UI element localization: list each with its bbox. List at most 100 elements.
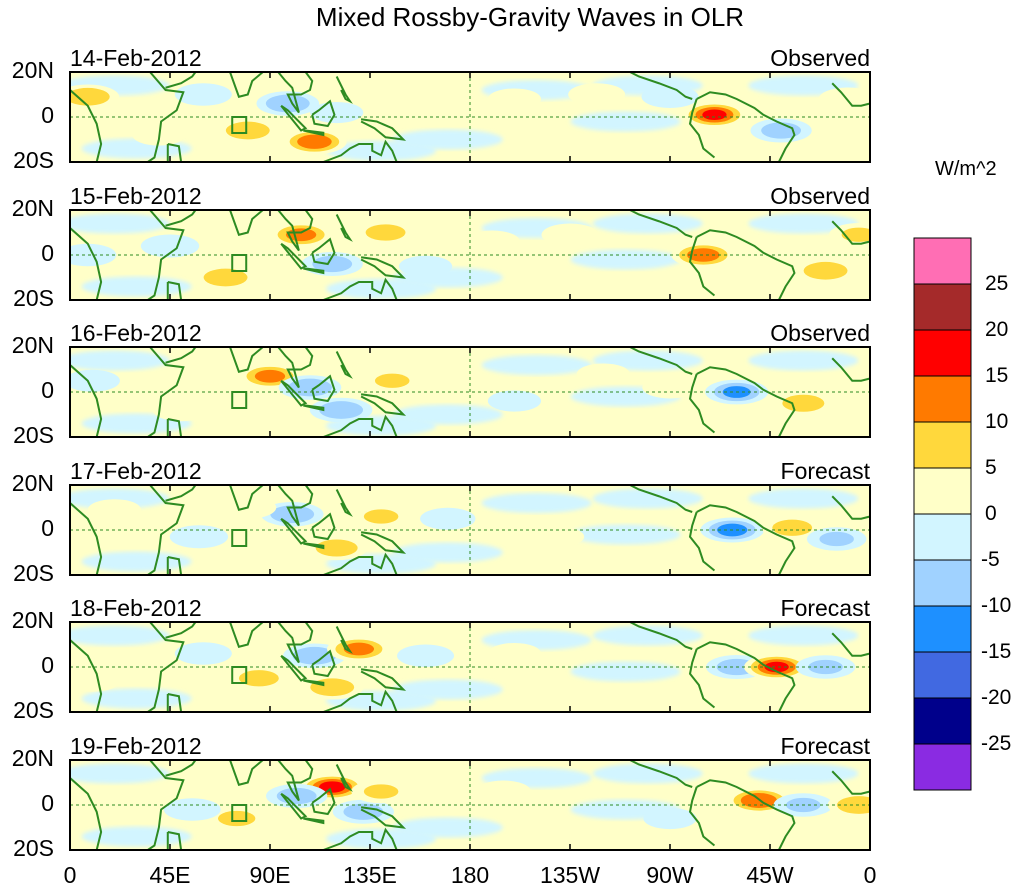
- panel-date: 17-Feb-2012: [70, 457, 202, 484]
- longitude-label: 180: [450, 862, 490, 888]
- coastline: [335, 626, 353, 654]
- panel-status: Forecast: [780, 732, 870, 759]
- anomaly-contour: [764, 661, 789, 673]
- coastline: [311, 649, 336, 678]
- colorbar-swatch: [913, 743, 972, 791]
- colorbar-tick-label: 15: [985, 364, 1009, 387]
- anomaly-contour: [297, 134, 332, 149]
- coastline: [322, 414, 398, 438]
- colorbar-swatch: [913, 559, 972, 607]
- anomaly-contour: [808, 659, 843, 675]
- background-anomaly-band: [748, 625, 859, 646]
- olr-anomaly-map: [69, 346, 871, 438]
- coastline: [147, 760, 185, 851]
- coastline: [277, 623, 314, 664]
- coastline: [280, 792, 308, 820]
- anomaly-contour: [71, 87, 110, 106]
- coastline: [688, 236, 716, 296]
- anomaly-contour: [71, 369, 120, 392]
- coastline: [335, 351, 353, 379]
- anomaly-contour: [363, 508, 399, 524]
- coastline: [277, 210, 314, 251]
- anomaly-contour: [312, 255, 353, 272]
- coastline: [303, 817, 325, 824]
- coastline: [280, 379, 308, 407]
- coastline: [280, 654, 308, 682]
- colorbar-swatch: [913, 329, 972, 377]
- coastline: [311, 787, 336, 815]
- colorbar-swatch: [913, 605, 972, 653]
- coastline: [311, 237, 336, 265]
- colorbar-swatch: [913, 467, 972, 515]
- coastline: [688, 511, 716, 571]
- map-panel: 15-Feb-2012 Observed 20N 0 20S: [0, 183, 1021, 323]
- coastline: [147, 73, 185, 163]
- latitude-label: 20S: [13, 147, 54, 173]
- coastline: [360, 393, 407, 416]
- colorbar-tick-label: 25: [985, 272, 1009, 295]
- coastline: [322, 139, 398, 163]
- longitude-label: 0: [63, 862, 77, 888]
- background-anomaly-band: [71, 213, 170, 233]
- coastline: [71, 639, 103, 713]
- map-panel: 19-Feb-2012 Forecast 20N 0 20S: [0, 732, 1021, 873]
- coastline: [165, 485, 197, 502]
- coastline: [831, 770, 871, 795]
- coastline: [303, 129, 325, 137]
- background-anomaly-band: [81, 826, 192, 846]
- anomaly-contour: [398, 255, 453, 277]
- coastline: [696, 91, 796, 163]
- coastline: [629, 348, 693, 375]
- anomaly-contour: [225, 121, 270, 140]
- longitude-label: 135W: [539, 862, 601, 888]
- coastline: [360, 805, 407, 829]
- coastline: [335, 763, 353, 792]
- latitude-label: 0: [41, 789, 54, 816]
- coastline: [165, 210, 197, 227]
- anomaly-contour: [169, 524, 229, 548]
- coastline: [71, 364, 103, 438]
- anomaly-contour: [203, 268, 248, 286]
- anomaly-contour: [642, 376, 698, 399]
- anomaly-contour: [174, 642, 232, 665]
- anomaly-contour: [487, 642, 542, 665]
- coastline: [280, 242, 308, 270]
- chart-title: Mixed Rossby-Gravity Waves in OLR: [315, 2, 745, 32]
- coastline: [165, 73, 197, 89]
- olr-anomaly-map: [69, 621, 871, 713]
- latitude-label: 0: [41, 239, 54, 266]
- coastline: [229, 623, 264, 648]
- anomaly-contour: [397, 644, 455, 667]
- coastline: [147, 623, 185, 713]
- colorbar-swatch: [913, 283, 972, 331]
- colorbar-tick-label: -5: [981, 548, 1000, 571]
- anomaly-contour: [761, 122, 802, 139]
- anomaly-contour: [772, 519, 813, 536]
- anomaly-contour: [641, 85, 699, 108]
- olr-anomaly-map: [69, 483, 871, 576]
- anomaly-contour: [292, 646, 337, 665]
- background-anomaly-band: [81, 276, 192, 296]
- anomaly-contour: [819, 531, 854, 546]
- background-anomaly-band: [748, 488, 859, 508]
- anomaly-contour: [71, 669, 121, 692]
- latitude-label: 0: [41, 102, 54, 128]
- background-anomaly-band: [71, 350, 170, 371]
- coastline: [360, 530, 407, 554]
- colorbar-tick-label: 0: [985, 502, 997, 525]
- colorbar-swatch: [913, 513, 972, 561]
- coastline: [831, 632, 871, 657]
- coastline: [335, 488, 353, 517]
- coastline: [277, 73, 314, 114]
- coastline: [688, 98, 716, 159]
- coastline: [229, 760, 264, 786]
- anomaly-contour: [818, 87, 871, 111]
- anomaly-contour: [643, 807, 697, 829]
- coastline: [360, 118, 407, 141]
- coastline: [322, 827, 398, 851]
- longitude-label: 90E: [249, 862, 291, 888]
- coastline: [311, 99, 336, 128]
- coastline: [280, 517, 308, 545]
- coastline: [277, 760, 314, 801]
- coastline: [696, 503, 796, 575]
